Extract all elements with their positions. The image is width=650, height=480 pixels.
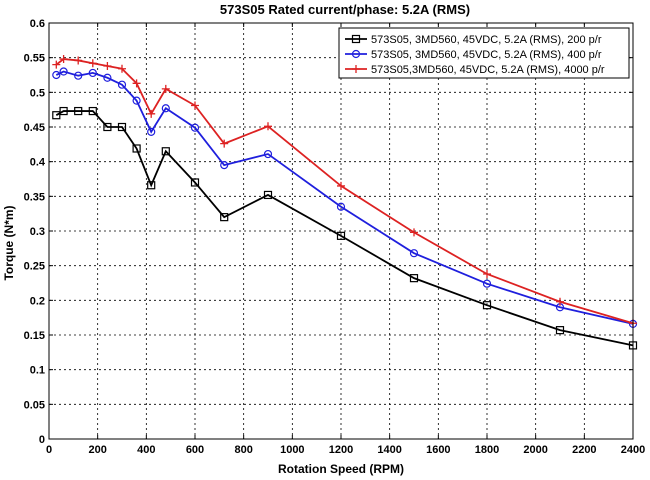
data-point [161,147,170,156]
data-point [59,67,68,76]
y-tick-label: 0.55 [24,53,45,65]
series-line [55,110,634,347]
y-tick-label: 0.5 [30,87,45,99]
x-tick-label: 800 [234,444,252,456]
data-point [147,181,156,190]
x-tick-label: 2200 [572,444,596,456]
data-point [336,231,346,240]
x-tick-label: 1000 [280,444,304,456]
x-tick-label: 200 [88,444,106,456]
data-point [132,96,141,105]
chart-title: 573S05 Rated current/phase: 5.2A (RMS) [220,2,470,17]
data-point [74,106,83,116]
data-point [132,144,141,153]
y-tick-label: 0 [39,434,45,446]
data-point [74,71,83,80]
data-point [336,202,346,211]
data-point [52,70,61,80]
y-tick-label: 0.6 [30,18,45,30]
legend-box [338,27,630,79]
legend-entry: 573S05,3MD560, 45VDC, 5.2A (RMS), 4000 p… [345,64,605,76]
y-tick-label: 0.1 [30,365,45,377]
legend-marker [351,34,361,44]
series-line [55,58,634,325]
x-tick-label: 1800 [475,444,499,456]
data-point [410,228,418,237]
data-point [88,106,97,116]
data-point [103,122,112,132]
legend-marker [351,49,361,59]
data-point [220,213,229,222]
x-tick-label: 2000 [523,444,547,456]
x-tick-label: 1200 [329,444,353,456]
x-tick-label: 1600 [426,444,450,456]
x-tick-label: 600 [186,444,204,456]
data-point [117,80,127,89]
legend-label: 573S05, 3MD560, 45VDC, 5.2A (RMS), 200 p… [371,34,602,46]
legend-label: 573S05, 3MD560, 45VDC, 5.2A (RMS), 400 p… [371,49,602,61]
x-tick-label: 400 [137,444,155,456]
series-3 [52,55,637,328]
data-point [74,56,83,65]
axis-ticks: 0 200 400 600 800 1000 1200 1400 1600 1800 2000 220… [24,18,646,456]
data-point [555,326,565,335]
data-point [482,279,492,288]
data-point [556,297,564,306]
data-point [88,59,97,68]
data-point [59,106,68,116]
data-point [88,68,97,78]
y-tick-label: 0.35 [24,191,45,203]
data-point [52,111,61,120]
data-point [263,149,273,159]
data-point [409,274,419,283]
series-layer [52,55,638,350]
data-point [132,79,141,88]
data-point [220,139,229,148]
x-tick-label: 2400 [621,444,645,456]
data-point [190,178,200,187]
y-tick-label: 0.05 [24,399,45,411]
y-tick-label: 0.15 [24,330,45,342]
legend-marker [352,65,360,73]
y-tick-label: 0.2 [30,295,45,307]
legend-entry: 573S05, 3MD560, 45VDC, 5.2A (RMS), 200 p… [345,34,602,46]
data-point [264,122,272,131]
data-point [147,127,156,136]
y-tick-label: 0.4 [30,157,46,169]
data-point [409,249,419,258]
x-tick-label: 0 [46,444,52,456]
data-point [482,301,492,310]
data-point [220,161,229,170]
data-point [190,123,200,132]
data-point [103,73,112,82]
series-line [55,70,634,325]
y-tick-label: 0.45 [24,122,45,134]
y-tick-label: 0.25 [24,261,45,273]
legend-label: 573S05,3MD560, 45VDC, 5.2A (RMS), 4000 p… [371,64,605,76]
series-2 [52,67,638,329]
x-axis-label: Rotation Speed (RPM) [278,462,404,476]
data-point [118,64,126,73]
legend: 573S05, 3MD560, 45VDC, 5.2A (RMS), 200 p… [338,27,630,79]
legend-entry: 573S05, 3MD560, 45VDC, 5.2A (RMS), 400 p… [345,49,602,61]
grid-lines [49,23,633,439]
data-point [59,55,68,64]
data-point [337,181,345,190]
y-tick-label: 0.3 [30,226,45,238]
data-point [52,60,61,69]
x-tick-label: 1400 [377,444,401,456]
y-axis-label: Torque (N*m) [2,205,16,280]
data-point [191,101,199,110]
data-point [117,122,127,132]
data-point [161,84,170,93]
data-point [483,269,491,278]
series-1 [52,106,638,350]
data-point [263,190,273,200]
data-point [103,61,112,70]
data-point [161,104,170,113]
data-point [147,109,156,118]
